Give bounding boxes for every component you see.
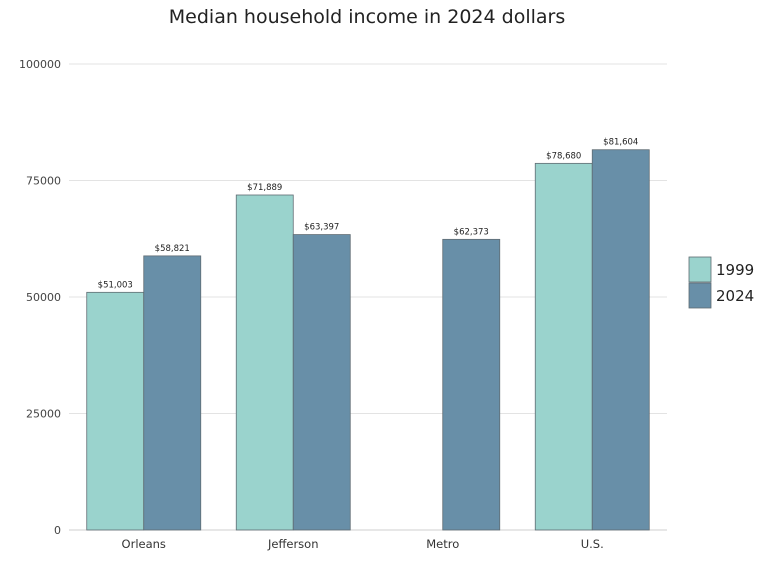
data-label: $78,680 xyxy=(546,151,581,161)
bar-2024-jefferson xyxy=(292,234,351,531)
legend: 1999 2024 xyxy=(688,256,754,309)
bar-2024-orleans xyxy=(143,255,202,531)
x-tick-label: Jefferson xyxy=(267,537,319,551)
legend-label-1999: 1999 xyxy=(716,261,754,279)
data-label: $63,397 xyxy=(304,223,339,233)
y-tick-label: 25000 xyxy=(26,408,61,421)
labels-layer: $51,003 $58,821 Orleans $71,889 $63,397 Jeffe… xyxy=(98,138,639,551)
x-tick-label: Metro xyxy=(426,537,459,551)
data-label: $81,604 xyxy=(603,138,638,148)
x-tick-label: U.S. xyxy=(581,537,604,551)
data-label: $51,003 xyxy=(98,280,133,290)
y-tick-label: 75000 xyxy=(26,175,61,188)
y-tick-label: 0 xyxy=(54,524,61,537)
data-label: $58,821 xyxy=(155,244,190,254)
data-label: $71,889 xyxy=(247,183,282,193)
bars-layer xyxy=(86,149,650,531)
y-tick-label: 100000 xyxy=(19,58,61,71)
chart-title: Median household income in 2024 dollars xyxy=(169,6,565,28)
x-tick-label: Orleans xyxy=(122,537,166,551)
bar-2024-us xyxy=(591,149,650,531)
data-label: $62,373 xyxy=(454,227,489,237)
legend-label-2024: 2024 xyxy=(716,287,754,305)
bar-2024-metro xyxy=(442,238,501,531)
bar-1999-orleans xyxy=(86,291,145,531)
y-tick-label: 50000 xyxy=(26,291,61,304)
bar-1999-us xyxy=(534,162,593,531)
legend-swatch-2024 xyxy=(688,282,712,309)
bar-1999-jefferson xyxy=(235,194,294,531)
legend-swatch-1999 xyxy=(688,256,712,283)
